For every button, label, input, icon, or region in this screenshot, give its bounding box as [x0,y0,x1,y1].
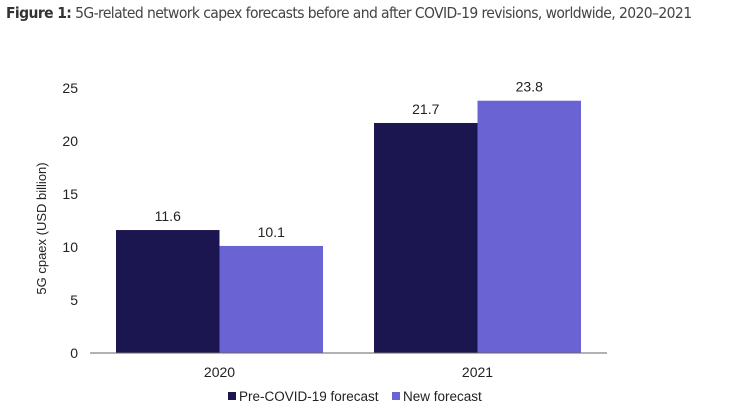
data-label: 23.8 [516,79,543,95]
bar-2021-new [477,100,581,353]
legend-swatch [392,392,400,400]
figure-title: Figure 1: 5G-related network capex forec… [6,3,736,24]
data-label: 10.1 [258,224,285,240]
bar-2021-pre [374,122,478,353]
y-axis-label: 5G cpaex (USD billion) [34,162,49,294]
y-tick-label: 20 [62,133,78,149]
data-label: 11.6 [155,208,181,224]
y-tick-label: 0 [70,345,78,361]
x-tick-label: 2021 [462,364,493,380]
figure-title-text: 5G-related network capex forecasts befor… [75,4,692,22]
y-tick-label: 25 [62,80,78,96]
legend-label: New forecast [403,389,482,404]
figure-title-prefix: Figure 1: [6,4,72,22]
y-tick-label: 5 [70,292,78,308]
y-tick-label: 10 [62,239,78,255]
bar-2020-pre [116,230,220,353]
bar-2020-new [219,245,323,353]
legend-swatch [228,392,236,400]
legend-label: Pre-COVID-19 forecast [239,389,379,404]
x-tick-label: 2020 [204,364,235,380]
data-label: 21.7 [412,101,439,117]
y-tick-label: 15 [62,186,78,202]
